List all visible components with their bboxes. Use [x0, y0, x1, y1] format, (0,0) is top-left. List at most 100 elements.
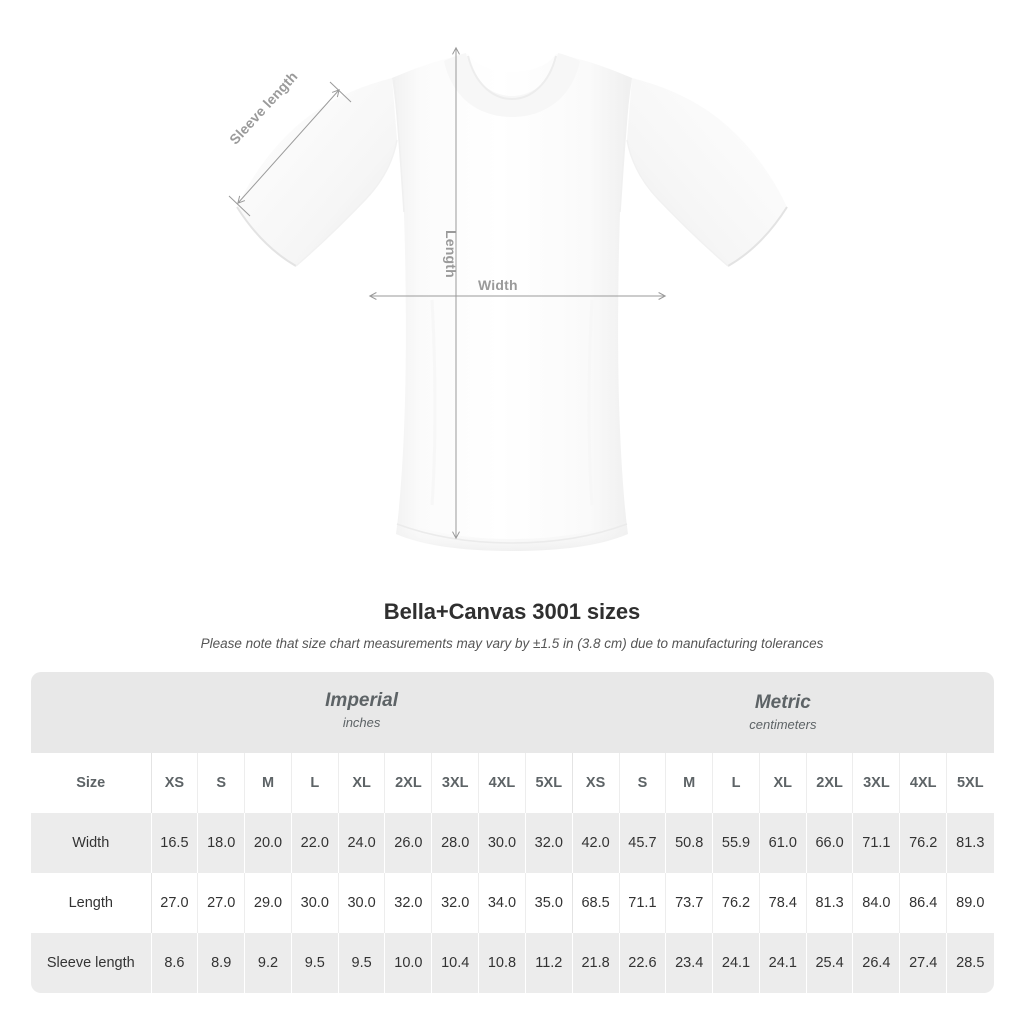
cell-width-metric-l: 55.9 [712, 813, 760, 873]
size-header-imperial-3xl: 3XL [431, 753, 479, 813]
cell-length-imperial-xs: 27.0 [150, 873, 198, 933]
cell-width-metric-xl: 61.0 [758, 813, 807, 873]
cell-sleeve-metric-s: 22.6 [618, 933, 666, 993]
size-chart-table: Imperial inches Metric centimeters Size … [31, 672, 994, 993]
cell-sleeve-imperial-4xl: 10.8 [478, 933, 526, 993]
cell-length-metric-xl: 78.4 [758, 873, 807, 933]
tshirt-shape [236, 53, 788, 551]
cell-length-imperial-3xl: 32.0 [431, 873, 479, 933]
cell-length-metric-4xl: 86.4 [899, 873, 947, 933]
tshirt-right-armhole [626, 139, 729, 267]
sleeve-tick-lower [228, 195, 251, 217]
cell-sleeve-metric-2xl: 25.4 [805, 933, 853, 993]
size-header-metric-xl: XL [758, 753, 807, 813]
size-header-imperial-4xl: 4XL [478, 753, 526, 813]
size-header-imperial-l: L [290, 753, 339, 813]
size-chart-table-container: Imperial inches Metric centimeters Size … [31, 672, 994, 993]
cell-width-imperial-m: 20.0 [244, 813, 292, 873]
cell-sleeve-imperial-l: 9.5 [290, 933, 339, 993]
size-header-metric-s: S [618, 753, 666, 813]
measurement-annotations [228, 46, 667, 540]
product-illustration: Sleeve length Length Width [226, 46, 788, 551]
cell-sleeve-imperial-xs: 8.6 [150, 933, 198, 993]
table-row: Width 16.5 18.0 20.0 22.0 24.0 26.0 28.0… [31, 813, 994, 873]
size-header-imperial-m: M [244, 753, 292, 813]
annotation-label-length: Length [443, 230, 459, 278]
cell-length-metric-s: 71.1 [618, 873, 666, 933]
cell-sleeve-imperial-5xl: 11.2 [524, 933, 573, 993]
cell-sleeve-imperial-xl: 9.5 [337, 933, 385, 993]
tshirt-fold-left [430, 299, 437, 506]
size-header-metric-2xl: 2XL [805, 753, 853, 813]
tshirt-bottom-hem [396, 520, 628, 551]
tshirt-diagram [228, 46, 788, 551]
cell-length-imperial-2xl: 32.0 [384, 873, 432, 933]
unit-group-metric: Metric centimeters [572, 672, 994, 753]
tshirt-left-cuff [236, 206, 297, 267]
cell-sleeve-imperial-3xl: 10.4 [431, 933, 479, 993]
size-header-imperial-s: S [197, 753, 245, 813]
cell-width-imperial-2xl: 26.0 [384, 813, 432, 873]
cell-length-imperial-s: 27.0 [197, 873, 245, 933]
table-row: Sleeve length 8.6 8.9 9.2 9.5 9.5 10.0 1… [31, 933, 994, 993]
cell-length-imperial-5xl: 35.0 [524, 873, 573, 933]
cell-sleeve-metric-3xl: 26.4 [852, 933, 900, 993]
cell-width-imperial-3xl: 28.0 [431, 813, 479, 873]
cell-width-metric-xs: 42.0 [571, 813, 619, 873]
annotation-label-width: Width [478, 277, 518, 293]
size-header-metric-5xl: 5XL [946, 753, 994, 813]
cell-width-imperial-l: 22.0 [290, 813, 339, 873]
cell-width-metric-2xl: 66.0 [805, 813, 853, 873]
cell-length-metric-m: 73.7 [665, 873, 713, 933]
cell-sleeve-metric-4xl: 27.4 [899, 933, 947, 993]
row-label-width: Width [31, 813, 151, 873]
chart-heading: Bella+Canvas 3001 sizes Please note that… [0, 598, 1024, 652]
row-label-sleeve-length: Sleeve length [31, 933, 151, 993]
chart-disclaimer: Please note that size chart measurements… [200, 636, 824, 651]
tshirt-body [392, 54, 632, 551]
banner-spacer-cell [31, 672, 151, 753]
cell-sleeve-metric-l: 24.1 [712, 933, 760, 993]
cell-sleeve-metric-xs: 21.8 [571, 933, 619, 993]
cell-width-imperial-xl: 24.0 [337, 813, 385, 873]
size-header-imperial-xl: XL [337, 753, 385, 813]
tshirt-right-sleeve [627, 78, 787, 266]
cell-sleeve-imperial-m: 9.2 [244, 933, 292, 993]
cell-length-imperial-xl: 30.0 [337, 873, 385, 933]
cell-length-imperial-4xl: 34.0 [478, 873, 526, 933]
table-corner-header: Size [31, 753, 151, 813]
cell-width-imperial-5xl: 32.0 [524, 813, 573, 873]
cell-length-metric-l: 76.2 [712, 873, 760, 933]
cell-length-metric-xs: 68.5 [571, 873, 619, 933]
unit-group-imperial: Imperial inches [151, 672, 573, 753]
cell-sleeve-imperial-2xl: 10.0 [384, 933, 432, 993]
cell-width-metric-m: 50.8 [665, 813, 713, 873]
tshirt-right-cuff [727, 206, 788, 267]
tshirt-fold-right [587, 299, 594, 506]
size-header-metric-3xl: 3XL [852, 753, 900, 813]
cell-width-metric-3xl: 71.1 [852, 813, 900, 873]
size-header-imperial-2xl: 2XL [384, 753, 432, 813]
tshirt-collar-inner [467, 55, 557, 101]
cell-width-imperial-4xl: 30.0 [478, 813, 526, 873]
size-header-metric-xs: XS [571, 753, 619, 813]
tshirt-left-armhole [295, 139, 398, 267]
tshirt-hem-line [396, 523, 628, 544]
sleeve-tick-upper [329, 81, 352, 103]
size-header-metric-4xl: 4XL [899, 753, 947, 813]
unit-group-metric-name: Metric [754, 692, 811, 713]
cell-width-metric-5xl: 81.3 [946, 813, 994, 873]
cell-sleeve-metric-xl: 24.1 [758, 933, 807, 993]
cell-width-imperial-xs: 16.5 [150, 813, 198, 873]
cell-sleeve-imperial-s: 8.9 [197, 933, 245, 993]
size-header-imperial-5xl: 5XL [524, 753, 573, 813]
size-header-imperial-xs: XS [150, 753, 198, 813]
size-header-metric-l: L [712, 753, 760, 813]
sleeve-dimension-arrow [237, 89, 340, 204]
tshirt-left-shoulder-seam [393, 79, 405, 213]
cell-width-metric-4xl: 76.2 [899, 813, 947, 873]
tshirt-collar [444, 53, 580, 117]
cell-length-imperial-l: 30.0 [290, 873, 339, 933]
size-header-metric-m: M [665, 753, 713, 813]
cell-width-imperial-s: 18.0 [197, 813, 245, 873]
